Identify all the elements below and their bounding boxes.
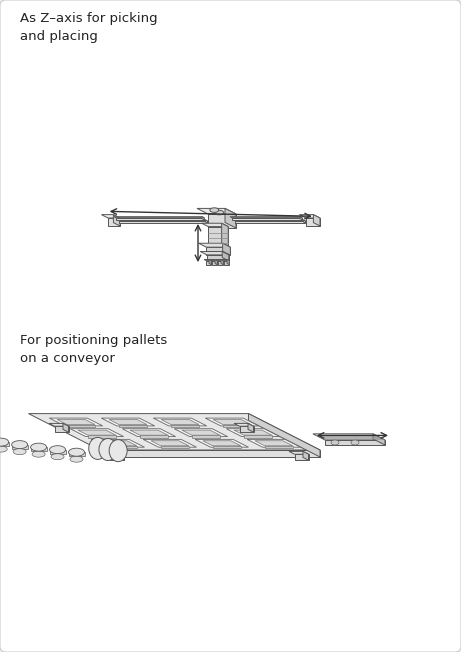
Polygon shape xyxy=(203,441,241,446)
Polygon shape xyxy=(230,216,302,218)
Ellipse shape xyxy=(30,443,47,451)
Polygon shape xyxy=(209,259,211,265)
Polygon shape xyxy=(49,450,65,454)
Polygon shape xyxy=(91,439,144,447)
Polygon shape xyxy=(67,424,95,427)
Polygon shape xyxy=(208,214,236,228)
Polygon shape xyxy=(12,445,28,449)
Polygon shape xyxy=(306,218,320,226)
Polygon shape xyxy=(113,215,120,226)
Ellipse shape xyxy=(89,437,107,460)
Polygon shape xyxy=(234,423,254,426)
Polygon shape xyxy=(226,429,280,437)
Polygon shape xyxy=(195,439,248,447)
Polygon shape xyxy=(174,429,228,437)
Polygon shape xyxy=(222,252,229,261)
Ellipse shape xyxy=(12,441,28,449)
Polygon shape xyxy=(101,215,120,218)
Polygon shape xyxy=(154,418,207,426)
Ellipse shape xyxy=(215,211,224,215)
Polygon shape xyxy=(204,259,211,261)
Polygon shape xyxy=(88,435,116,437)
Polygon shape xyxy=(215,259,217,265)
Polygon shape xyxy=(212,261,217,265)
Polygon shape xyxy=(161,446,189,449)
Polygon shape xyxy=(373,434,385,445)
Polygon shape xyxy=(130,430,168,435)
Ellipse shape xyxy=(51,454,64,460)
Polygon shape xyxy=(213,446,241,449)
Polygon shape xyxy=(49,418,103,426)
Polygon shape xyxy=(200,252,229,255)
Polygon shape xyxy=(114,216,204,218)
Polygon shape xyxy=(325,440,385,445)
Polygon shape xyxy=(116,218,204,220)
Polygon shape xyxy=(0,442,9,446)
Polygon shape xyxy=(104,451,124,454)
Polygon shape xyxy=(161,419,199,424)
Polygon shape xyxy=(101,418,155,426)
Polygon shape xyxy=(313,434,385,440)
Polygon shape xyxy=(223,424,251,427)
Polygon shape xyxy=(182,430,220,435)
Polygon shape xyxy=(218,261,223,265)
Polygon shape xyxy=(207,255,229,261)
Polygon shape xyxy=(205,418,259,426)
Polygon shape xyxy=(108,218,120,226)
Polygon shape xyxy=(248,423,254,432)
Polygon shape xyxy=(122,429,176,437)
Ellipse shape xyxy=(13,449,26,454)
Polygon shape xyxy=(224,261,229,265)
Polygon shape xyxy=(118,451,124,460)
Polygon shape xyxy=(300,216,302,220)
Polygon shape xyxy=(227,259,229,265)
Polygon shape xyxy=(202,216,204,220)
Polygon shape xyxy=(99,441,137,446)
Polygon shape xyxy=(225,209,236,228)
Ellipse shape xyxy=(12,445,28,452)
Text: For positioning pallets
on a conveyor: For positioning pallets on a conveyor xyxy=(20,334,167,365)
Polygon shape xyxy=(236,221,306,223)
Text: As Z–axis for picking
and placing: As Z–axis for picking and placing xyxy=(20,12,158,43)
Polygon shape xyxy=(206,261,211,265)
Ellipse shape xyxy=(30,447,47,455)
Polygon shape xyxy=(248,413,320,457)
Ellipse shape xyxy=(0,438,9,446)
Polygon shape xyxy=(70,429,124,437)
Polygon shape xyxy=(303,451,308,460)
Polygon shape xyxy=(213,419,251,424)
Polygon shape xyxy=(30,447,47,451)
Polygon shape xyxy=(109,446,137,449)
Polygon shape xyxy=(247,439,301,447)
Polygon shape xyxy=(295,454,308,460)
Ellipse shape xyxy=(49,450,65,458)
Polygon shape xyxy=(117,220,207,221)
Polygon shape xyxy=(119,424,147,427)
Polygon shape xyxy=(199,243,230,247)
Polygon shape xyxy=(216,259,223,261)
Polygon shape xyxy=(143,439,196,447)
Polygon shape xyxy=(69,452,84,456)
Ellipse shape xyxy=(49,446,65,454)
Ellipse shape xyxy=(99,439,117,460)
Polygon shape xyxy=(232,218,302,220)
Polygon shape xyxy=(109,419,147,424)
Ellipse shape xyxy=(331,440,339,445)
Ellipse shape xyxy=(109,439,127,462)
Polygon shape xyxy=(63,423,69,432)
Ellipse shape xyxy=(69,448,84,456)
Ellipse shape xyxy=(0,446,7,452)
Polygon shape xyxy=(244,435,272,437)
Polygon shape xyxy=(197,209,236,214)
Ellipse shape xyxy=(351,440,359,445)
Polygon shape xyxy=(54,426,69,432)
Polygon shape xyxy=(100,450,320,457)
Polygon shape xyxy=(140,435,168,437)
Polygon shape xyxy=(289,451,308,454)
Ellipse shape xyxy=(70,456,83,462)
Polygon shape xyxy=(265,446,293,449)
Ellipse shape xyxy=(0,442,9,450)
Polygon shape xyxy=(299,215,320,218)
Ellipse shape xyxy=(32,451,45,457)
